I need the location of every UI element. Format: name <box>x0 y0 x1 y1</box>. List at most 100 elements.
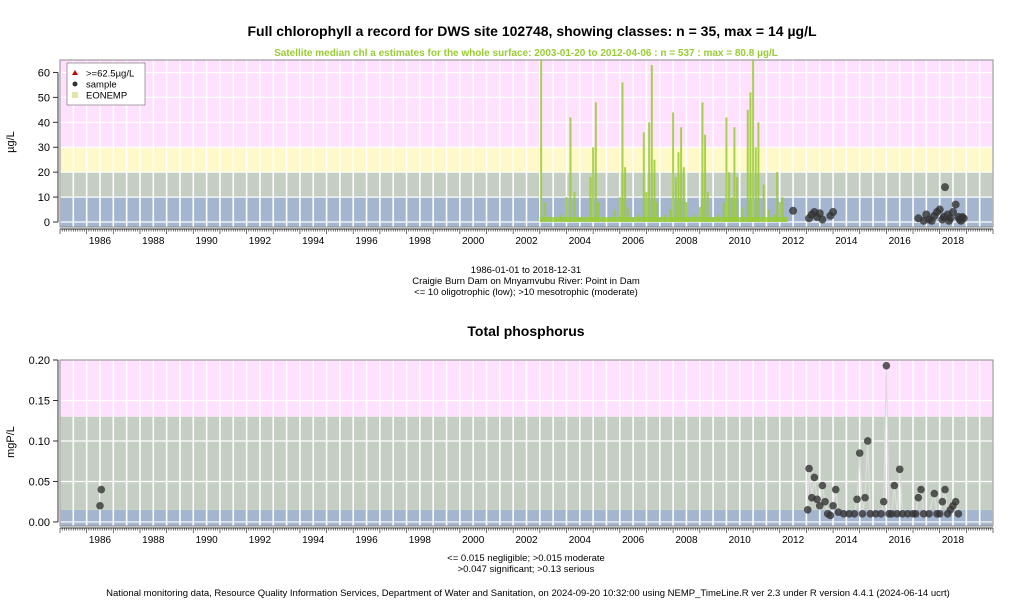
plot-frame <box>59 59 994 228</box>
x-tick-label: 2006 <box>622 236 645 247</box>
data-point <box>96 501 104 510</box>
data-point <box>893 510 901 518</box>
data-point <box>871 510 880 518</box>
data-point <box>879 497 888 506</box>
chart-title: Total phosphorus <box>467 323 584 339</box>
legend-square-icon <box>72 92 78 98</box>
data-point <box>818 481 827 490</box>
data-point <box>829 501 837 510</box>
x-tick-label: 1986 <box>89 535 112 546</box>
x-tick-label: 2002 <box>515 535 538 546</box>
data-point <box>803 506 812 514</box>
x-tick-label: 1998 <box>409 535 432 546</box>
sample-point <box>789 206 798 215</box>
caption-line: Craigie Burn Dam on Mnyamvubu River: Poi… <box>412 276 640 287</box>
data-point <box>861 493 869 502</box>
data-point <box>845 510 853 518</box>
x-tick-label: 2000 <box>462 236 485 247</box>
x-tick-label: 2008 <box>675 236 698 247</box>
data-point <box>898 510 907 518</box>
x-tick-label: 2010 <box>729 535 752 546</box>
data-point <box>839 510 848 518</box>
data-point <box>853 495 861 504</box>
x-tick-label: 1990 <box>195 535 218 546</box>
x-tick-label: 2014 <box>835 535 858 546</box>
x-tick-label: 2010 <box>729 236 752 247</box>
data-point <box>895 465 904 474</box>
legend-label: >=62.5µg/L <box>86 69 134 80</box>
data-point <box>826 511 835 520</box>
x-tick-label: 1994 <box>302 535 325 546</box>
x-tick-label: 2000 <box>462 535 485 546</box>
plot-area: 1986 1988 1990 1992 1994 1996 1998 2000 2002 2004… <box>29 355 994 546</box>
sample-point <box>949 208 958 217</box>
data-point <box>858 510 867 518</box>
data-point <box>887 510 896 518</box>
data-point <box>882 361 891 370</box>
data-point <box>941 485 949 494</box>
x-tick-label: 1996 <box>355 236 378 247</box>
x-tick-label: 1994 <box>302 236 325 247</box>
x-tick-label: 1990 <box>195 236 218 247</box>
data-point <box>821 497 829 506</box>
x-tick-label: 2014 <box>835 236 858 247</box>
x-tick-label: 2016 <box>889 535 912 546</box>
data-point <box>890 481 899 490</box>
data-point <box>903 510 912 518</box>
legend-label: sample <box>86 80 117 91</box>
data-point <box>954 510 963 518</box>
legend-box <box>66 62 146 106</box>
data-point <box>877 510 885 518</box>
sample-point <box>815 209 824 218</box>
sample-point <box>941 183 950 192</box>
y-axis-label: mgP/L <box>5 426 17 458</box>
chart-caption: <= 0.015 negligible; >0.015 moderate>0.0… <box>447 553 605 575</box>
sample-point <box>818 215 827 224</box>
data-point <box>911 510 920 518</box>
y-tick-label: 40 <box>38 117 50 129</box>
y-tick-label: 0.20 <box>29 355 50 367</box>
y-tick-label: 0.10 <box>29 436 50 448</box>
x-tick-label: 2016 <box>889 236 912 247</box>
phosphorus-chart: Total phosphorus 1986 1988 1990 1992 1994 199… <box>5 323 994 575</box>
satellite-baseline <box>539 217 788 223</box>
x-tick-label: 1988 <box>142 236 165 247</box>
data-point <box>863 437 872 445</box>
x-tick-label: 1986 <box>89 236 112 247</box>
y-tick-label: 30 <box>38 142 50 154</box>
sample-point <box>935 205 944 214</box>
y-tick-label: 60 <box>38 67 50 79</box>
x-tick-label: 1988 <box>142 535 165 546</box>
sample-point <box>951 200 960 209</box>
sample-point <box>959 214 968 223</box>
x-tick-label: 2004 <box>569 236 592 247</box>
x-tick-label: 1992 <box>249 236 272 247</box>
caption-line: >0.047 significant; >0.13 serious <box>458 564 595 575</box>
x-tick-label: 2018 <box>942 535 965 546</box>
chart-title: Full chlorophyll a record for DWS site 1… <box>247 23 816 39</box>
x-tick-label: 2002 <box>515 236 538 247</box>
data-point <box>919 510 928 518</box>
data-point <box>925 510 933 518</box>
sample-point <box>946 214 955 223</box>
data-point <box>97 485 106 494</box>
plot-area: 1986 1988 1990 1992 1994 1996 1998 2000 2002 2004… <box>38 59 994 247</box>
caption-line: 1986-01-01 to 2018-12-31 <box>471 265 581 276</box>
y-tick-label: 0.05 <box>29 476 50 488</box>
data-point <box>917 485 925 494</box>
x-tick-label: 2006 <box>622 535 645 546</box>
x-tick-label: 1996 <box>355 535 378 546</box>
y-tick-label: 20 <box>38 167 50 179</box>
legend-label: EONEMP <box>86 91 127 102</box>
legend-triangle-icon <box>72 70 78 75</box>
data-point <box>855 449 864 457</box>
sample-point <box>829 208 838 217</box>
data-point <box>831 485 840 494</box>
chlorophyll-chart: Full chlorophyll a record for DWS site 1… <box>5 23 994 298</box>
x-tick-label: 1998 <box>409 236 432 247</box>
data-point <box>935 510 944 518</box>
footer-credit: National monitoring data, Resource Quali… <box>106 588 950 599</box>
